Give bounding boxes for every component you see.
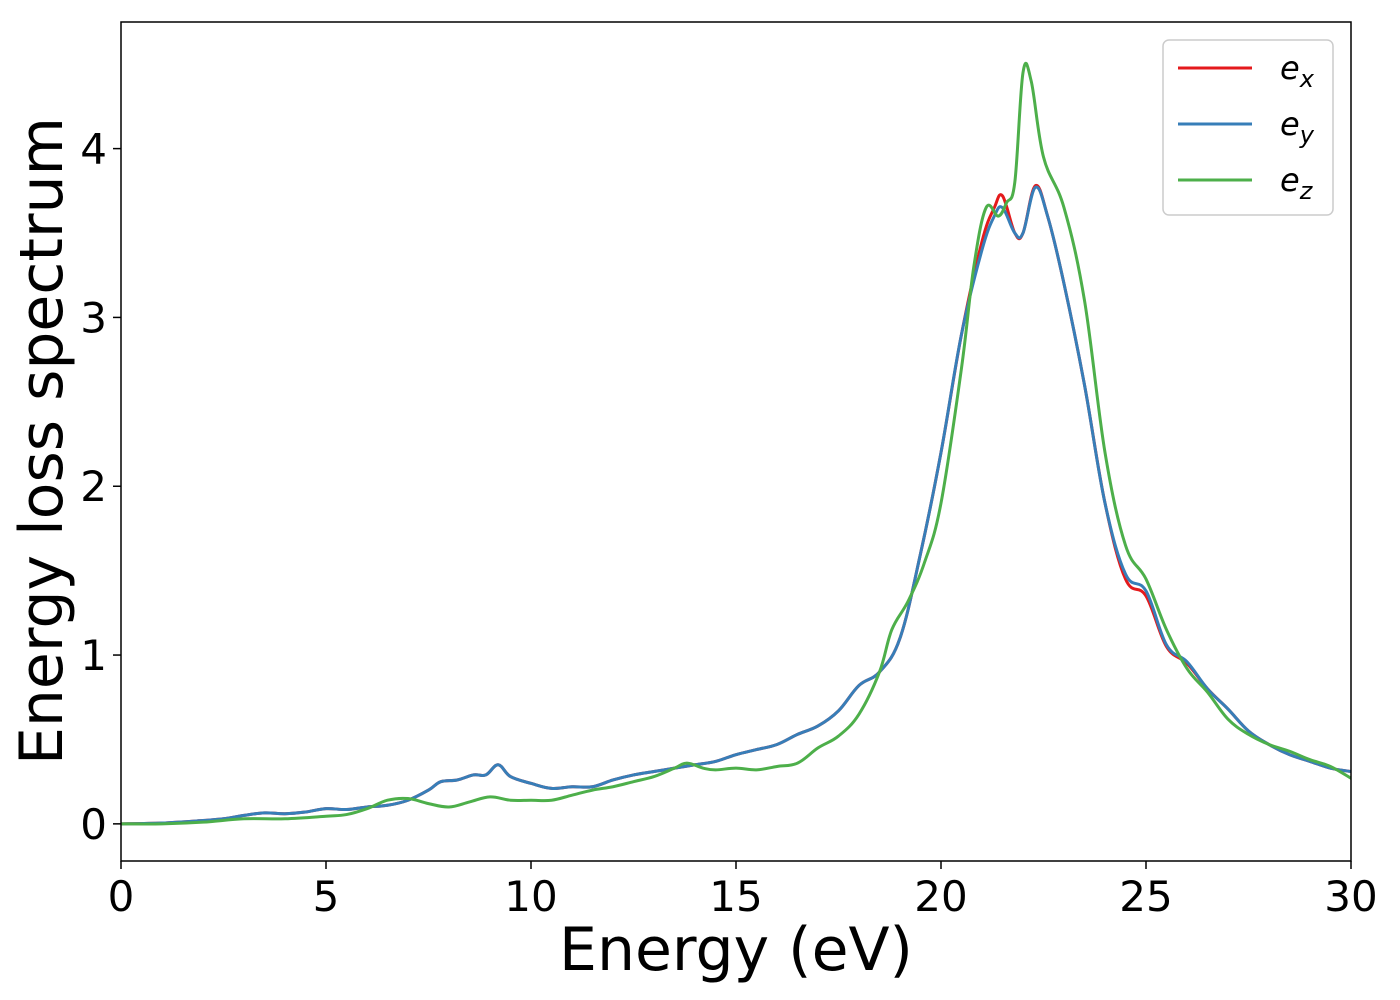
x-tick-label: 5 xyxy=(313,872,340,921)
y-tick-label: 0 xyxy=(80,800,107,849)
y-tick-label: 3 xyxy=(80,293,107,342)
x-axis-label: Energy (eV) xyxy=(559,915,913,985)
series-layer xyxy=(121,61,1351,826)
x-tick-label: 15 xyxy=(709,872,762,921)
x-tick-label: 10 xyxy=(504,872,557,921)
y-tick-label: 1 xyxy=(80,631,107,680)
x-tick-label: 30 xyxy=(1324,872,1377,921)
x-axis-ticks: 0 5 10 15 20 25 30 xyxy=(108,861,1378,921)
legend-label-z: ez xyxy=(1280,161,1314,205)
x-tick-label: 0 xyxy=(108,872,135,921)
legend-box xyxy=(1162,39,1334,216)
legend: ex ey ez xyxy=(1162,39,1334,216)
y-tick-label: 2 xyxy=(80,462,107,511)
legend-label-x: ex xyxy=(1280,49,1315,93)
series-line-x xyxy=(121,183,1351,826)
x-tick-label: 25 xyxy=(1119,872,1172,921)
series-line-y xyxy=(121,185,1351,826)
legend-items: ex ey ez xyxy=(1178,49,1315,205)
x-tick-label: 20 xyxy=(914,872,967,921)
legend-label-y: ey xyxy=(1280,105,1315,149)
y-tick-label: 4 xyxy=(80,125,107,174)
series-line-z xyxy=(121,61,1351,826)
y-axis-ticks: 0 1 2 3 4 xyxy=(80,125,121,849)
y-axis-label: Energy loss spectrum xyxy=(7,117,77,765)
